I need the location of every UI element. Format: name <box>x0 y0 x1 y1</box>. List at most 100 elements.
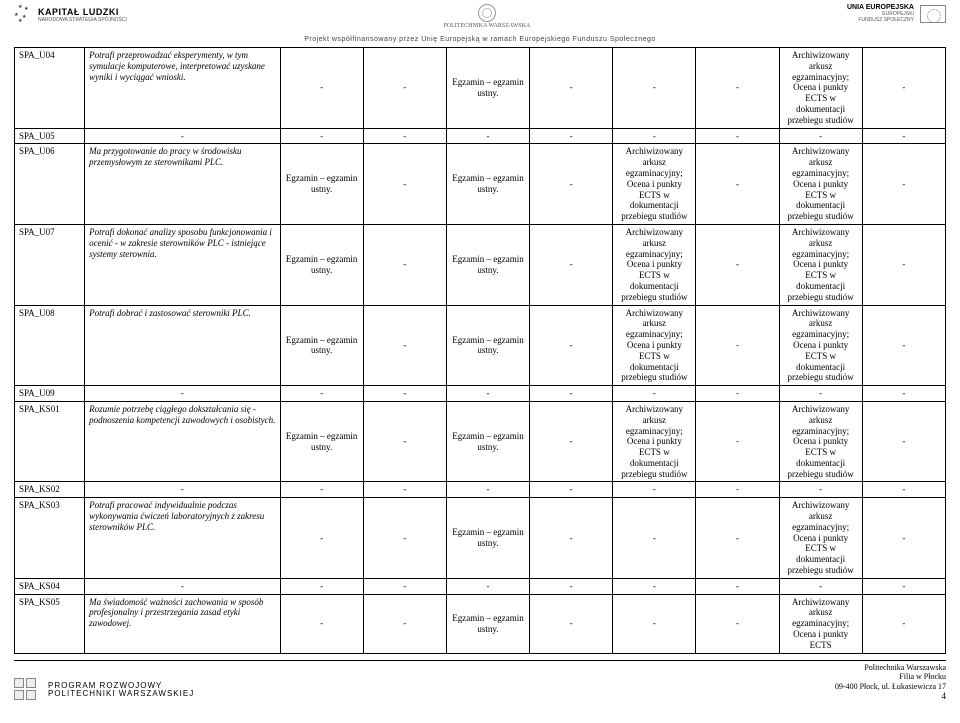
cell: - <box>363 401 446 482</box>
footer-program2: POLITECHNIKI WARSZAWSKIEJ <box>48 690 194 698</box>
cell: - <box>696 128 779 144</box>
code-cell: SPA_U08 <box>15 305 85 386</box>
cell: - <box>363 224 446 305</box>
cell: - <box>446 578 529 594</box>
cell: - <box>613 578 696 594</box>
table-row: SPA_U04 Potrafi przeprowadzać eksperymen… <box>15 48 946 129</box>
cell: - <box>280 482 363 498</box>
cell: - <box>530 305 613 386</box>
cell: Egzamin – egzamin ustny. <box>446 594 529 653</box>
cell: - <box>363 128 446 144</box>
cell: - <box>280 498 363 579</box>
footer-branch: Filia w Płocku <box>835 672 946 682</box>
cell: - <box>696 305 779 386</box>
table-row: SPA_U07 Potrafi dokonać analizy sposobu … <box>15 224 946 305</box>
cell: - <box>779 578 862 594</box>
cell: Egzamin – egzamin ustny. <box>280 144 363 225</box>
cell: - <box>779 386 862 402</box>
cell: Egzamin – egzamin ustny. <box>280 305 363 386</box>
cell: - <box>613 498 696 579</box>
cell: - <box>363 578 446 594</box>
cell: - <box>530 386 613 402</box>
eu-flag-icon <box>920 5 946 23</box>
cell: Archiwizowany arkusz egzaminacyjny; Ocen… <box>613 401 696 482</box>
desc-cell: Potrafi przeprowadzać eksperymenty, w ty… <box>85 48 280 129</box>
cell: - <box>85 482 280 498</box>
code-cell: SPA_KS01 <box>15 401 85 482</box>
footer-left: PROGRAM ROZWOJOWY POLITECHNIKI WARSZAWSK… <box>14 676 194 702</box>
cell: - <box>613 386 696 402</box>
cell: - <box>530 578 613 594</box>
desc-cell: Ma przygotowanie do pracy w środowisku p… <box>85 144 280 225</box>
page-footer: PROGRAM ROZWOJOWY POLITECHNIKI WARSZAWSK… <box>14 660 946 703</box>
cell: - <box>446 128 529 144</box>
code-cell: SPA_U05 <box>15 128 85 144</box>
cell: Egzamin – egzamin ustny. <box>446 144 529 225</box>
cell: Archiwizowany arkusz egzaminacyjny; Ocen… <box>779 498 862 579</box>
cell: Egzamin – egzamin ustny. <box>280 401 363 482</box>
cell: - <box>613 48 696 129</box>
kl-stars-icon: ★ ★ ★ ★ ★ <box>14 4 36 26</box>
cell: - <box>446 482 529 498</box>
desc-cell: Potrafi pracować indywidualnie podczas w… <box>85 498 280 579</box>
cell: - <box>862 224 945 305</box>
cell: Archiwizowany arkusz egzaminacyjny; Ocen… <box>779 224 862 305</box>
cell: - <box>530 401 613 482</box>
cell: - <box>613 128 696 144</box>
cell: - <box>779 482 862 498</box>
page-number: 4 <box>835 691 946 702</box>
cell: Egzamin – egzamin ustny. <box>446 224 529 305</box>
cell: - <box>530 482 613 498</box>
kapital-ludzki-logo: ★ ★ ★ ★ ★ KAPITAŁ LUDZKI NARODOWA STRATE… <box>14 4 127 26</box>
table-row: SPA_U05 - - - - - - - - - <box>15 128 946 144</box>
cell: - <box>696 578 779 594</box>
cell: - <box>696 386 779 402</box>
cell: - <box>280 386 363 402</box>
cell: Egzamin – egzamin ustny. <box>446 48 529 129</box>
ue-title: UNIA EUROPEJSKA <box>847 4 914 11</box>
cell: Egzamin – egzamin ustny. <box>446 401 529 482</box>
footer-inst: Politechnika Warszawska <box>835 663 946 673</box>
table-row: SPA_U09 - - - - - - - - - <box>15 386 946 402</box>
table-row: SPA_U06 Ma przygotowanie do pracy w środ… <box>15 144 946 225</box>
cell: - <box>280 48 363 129</box>
table-row: SPA_KS05 Ma świadomość ważności zachowan… <box>15 594 946 653</box>
cell: - <box>862 305 945 386</box>
cell: - <box>363 305 446 386</box>
table-row: SPA_U08 Potrafi dobrać i zastosować ster… <box>15 305 946 386</box>
cell: - <box>862 144 945 225</box>
cell: Archiwizowany arkusz egzaminacyjny; Ocen… <box>613 305 696 386</box>
cell: - <box>696 48 779 129</box>
cell: - <box>696 482 779 498</box>
code-cell: SPA_KS04 <box>15 578 85 594</box>
cell: Archiwizowany arkusz egzaminacyjny; Ocen… <box>779 305 862 386</box>
cell: Archiwizowany arkusz egzaminacyjny; Ocen… <box>779 594 862 653</box>
cell: - <box>363 482 446 498</box>
cell: - <box>779 128 862 144</box>
cell: - <box>696 498 779 579</box>
cell: - <box>85 386 280 402</box>
cell: - <box>363 594 446 653</box>
cell: - <box>696 224 779 305</box>
cell: - <box>530 594 613 653</box>
outcomes-table: SPA_U04 Potrafi przeprowadzać eksperymen… <box>14 47 946 654</box>
cell: Archiwizowany arkusz egzaminacyjny; Ocen… <box>779 401 862 482</box>
footer-right: Politechnika Warszawska Filia w Płocku 0… <box>835 661 946 703</box>
cell: - <box>862 578 945 594</box>
page-header: ★ ★ ★ ★ ★ KAPITAŁ LUDZKI NARODOWA STRATE… <box>14 0 946 34</box>
header-right-logo: UNIA EUROPEJSKA EUROPEJSKI FUNDUSZ SPOŁE… <box>847 4 946 23</box>
footer-addr: 09-400 Płock, ul. Łukasiewicza 17 <box>835 682 946 692</box>
code-cell: SPA_KS03 <box>15 498 85 579</box>
cell: - <box>530 48 613 129</box>
cell: - <box>862 498 945 579</box>
cell: - <box>530 144 613 225</box>
code-cell: SPA_U07 <box>15 224 85 305</box>
cell: - <box>280 128 363 144</box>
cell: Egzamin – egzamin ustny. <box>280 224 363 305</box>
desc-cell: Potrafi dobrać i zastosować sterowniki P… <box>85 305 280 386</box>
header-center: POLITECHNIKA WARSZAWSKA <box>443 4 530 29</box>
cell: - <box>862 48 945 129</box>
desc-cell: Ma świadomość ważności zachowania w spos… <box>85 594 280 653</box>
cell: - <box>530 498 613 579</box>
cell: - <box>530 224 613 305</box>
